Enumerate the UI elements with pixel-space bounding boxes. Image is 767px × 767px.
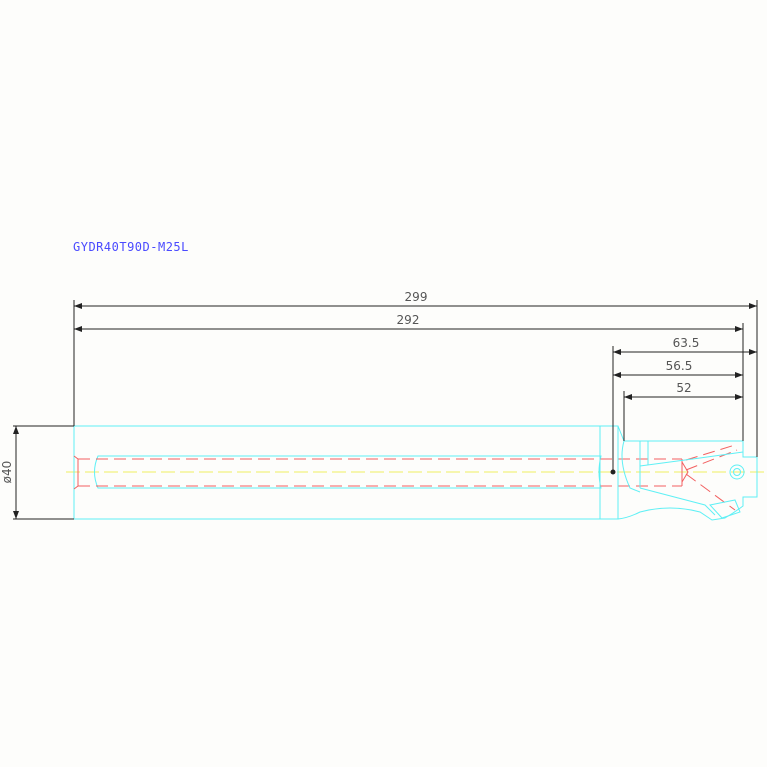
dim-overall-length: 299 bbox=[405, 290, 428, 304]
dimension-lines bbox=[13, 300, 758, 520]
dim-head-inner: 52 bbox=[676, 381, 691, 395]
dim-head-mid: 56.5 bbox=[666, 359, 693, 373]
dim-body-length: 292 bbox=[397, 313, 420, 327]
coolant-bore-hidden-lines bbox=[73, 444, 738, 511]
cutting-head bbox=[599, 425, 758, 521]
dim-head-outer: 63.5 bbox=[673, 336, 700, 350]
part-number-label: GYDR40T90D-M25L bbox=[73, 240, 189, 254]
dim-diameter: ø40 bbox=[0, 461, 14, 484]
reference-point bbox=[610, 469, 616, 475]
